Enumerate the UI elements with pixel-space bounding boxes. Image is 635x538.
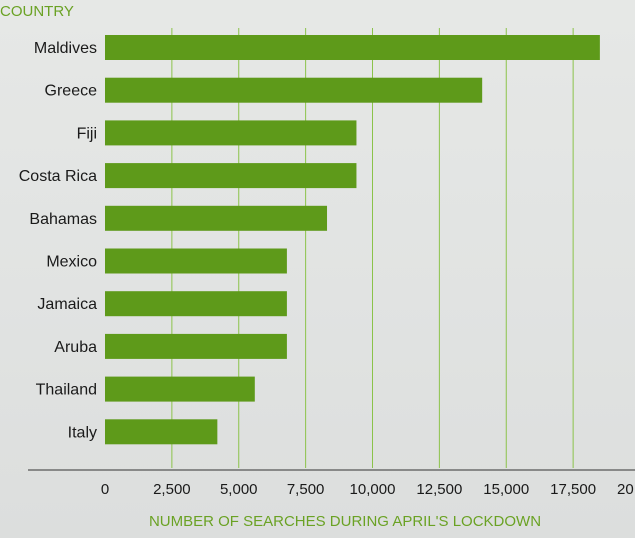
bar-7 xyxy=(105,333,287,359)
bar-4 xyxy=(105,205,328,231)
category-labels: Maldives Greece Fiji Costa Rica Bahamas Mexic… xyxy=(19,40,97,441)
x-tick-label-1: 2,500 xyxy=(153,481,191,498)
category-label-6: Jamaica xyxy=(37,296,97,313)
x-tick-label-3: 7,500 xyxy=(287,481,325,498)
x-tick-label-4: 10,000 xyxy=(350,481,396,498)
category-label-3: Costa Rica xyxy=(19,168,97,185)
bar-0 xyxy=(105,35,600,60)
category-label-4: Bahamas xyxy=(29,211,97,228)
category-label-0: Maldives xyxy=(34,40,97,57)
bar-6 xyxy=(105,291,287,317)
category-label-1: Greece xyxy=(45,83,98,100)
x-tick-label-7: 17,500 xyxy=(550,481,596,498)
bar-9 xyxy=(105,419,218,445)
x-tick-label-2: 5,000 xyxy=(220,481,258,498)
bars xyxy=(105,35,600,445)
x-tick-label-5: 12,500 xyxy=(416,481,462,498)
category-label-5: Mexico xyxy=(46,254,97,271)
y-axis-title: COUNTRY xyxy=(0,3,74,20)
bar-5 xyxy=(105,248,287,274)
x-tick-label-8: 20,000 xyxy=(617,481,635,498)
bar-8 xyxy=(105,376,255,402)
bar-1 xyxy=(105,77,483,103)
x-tick-labels: 0 2,500 5,000 7,500 10,000 12,500 15,000 17,500… xyxy=(101,481,635,498)
x-tick-label-0: 0 xyxy=(101,481,109,498)
x-axis-title: NUMBER OF SEARCHES DURING APRIL'S LOCKDO… xyxy=(149,513,541,530)
bar-2 xyxy=(105,120,357,146)
bar-3 xyxy=(105,163,357,189)
category-label-9: Italy xyxy=(68,424,97,441)
x-tick-label-6: 15,000 xyxy=(483,481,529,498)
category-label-8: Thailand xyxy=(36,382,97,399)
category-label-7: Aruba xyxy=(54,339,97,356)
category-label-2: Fiji xyxy=(77,125,97,142)
